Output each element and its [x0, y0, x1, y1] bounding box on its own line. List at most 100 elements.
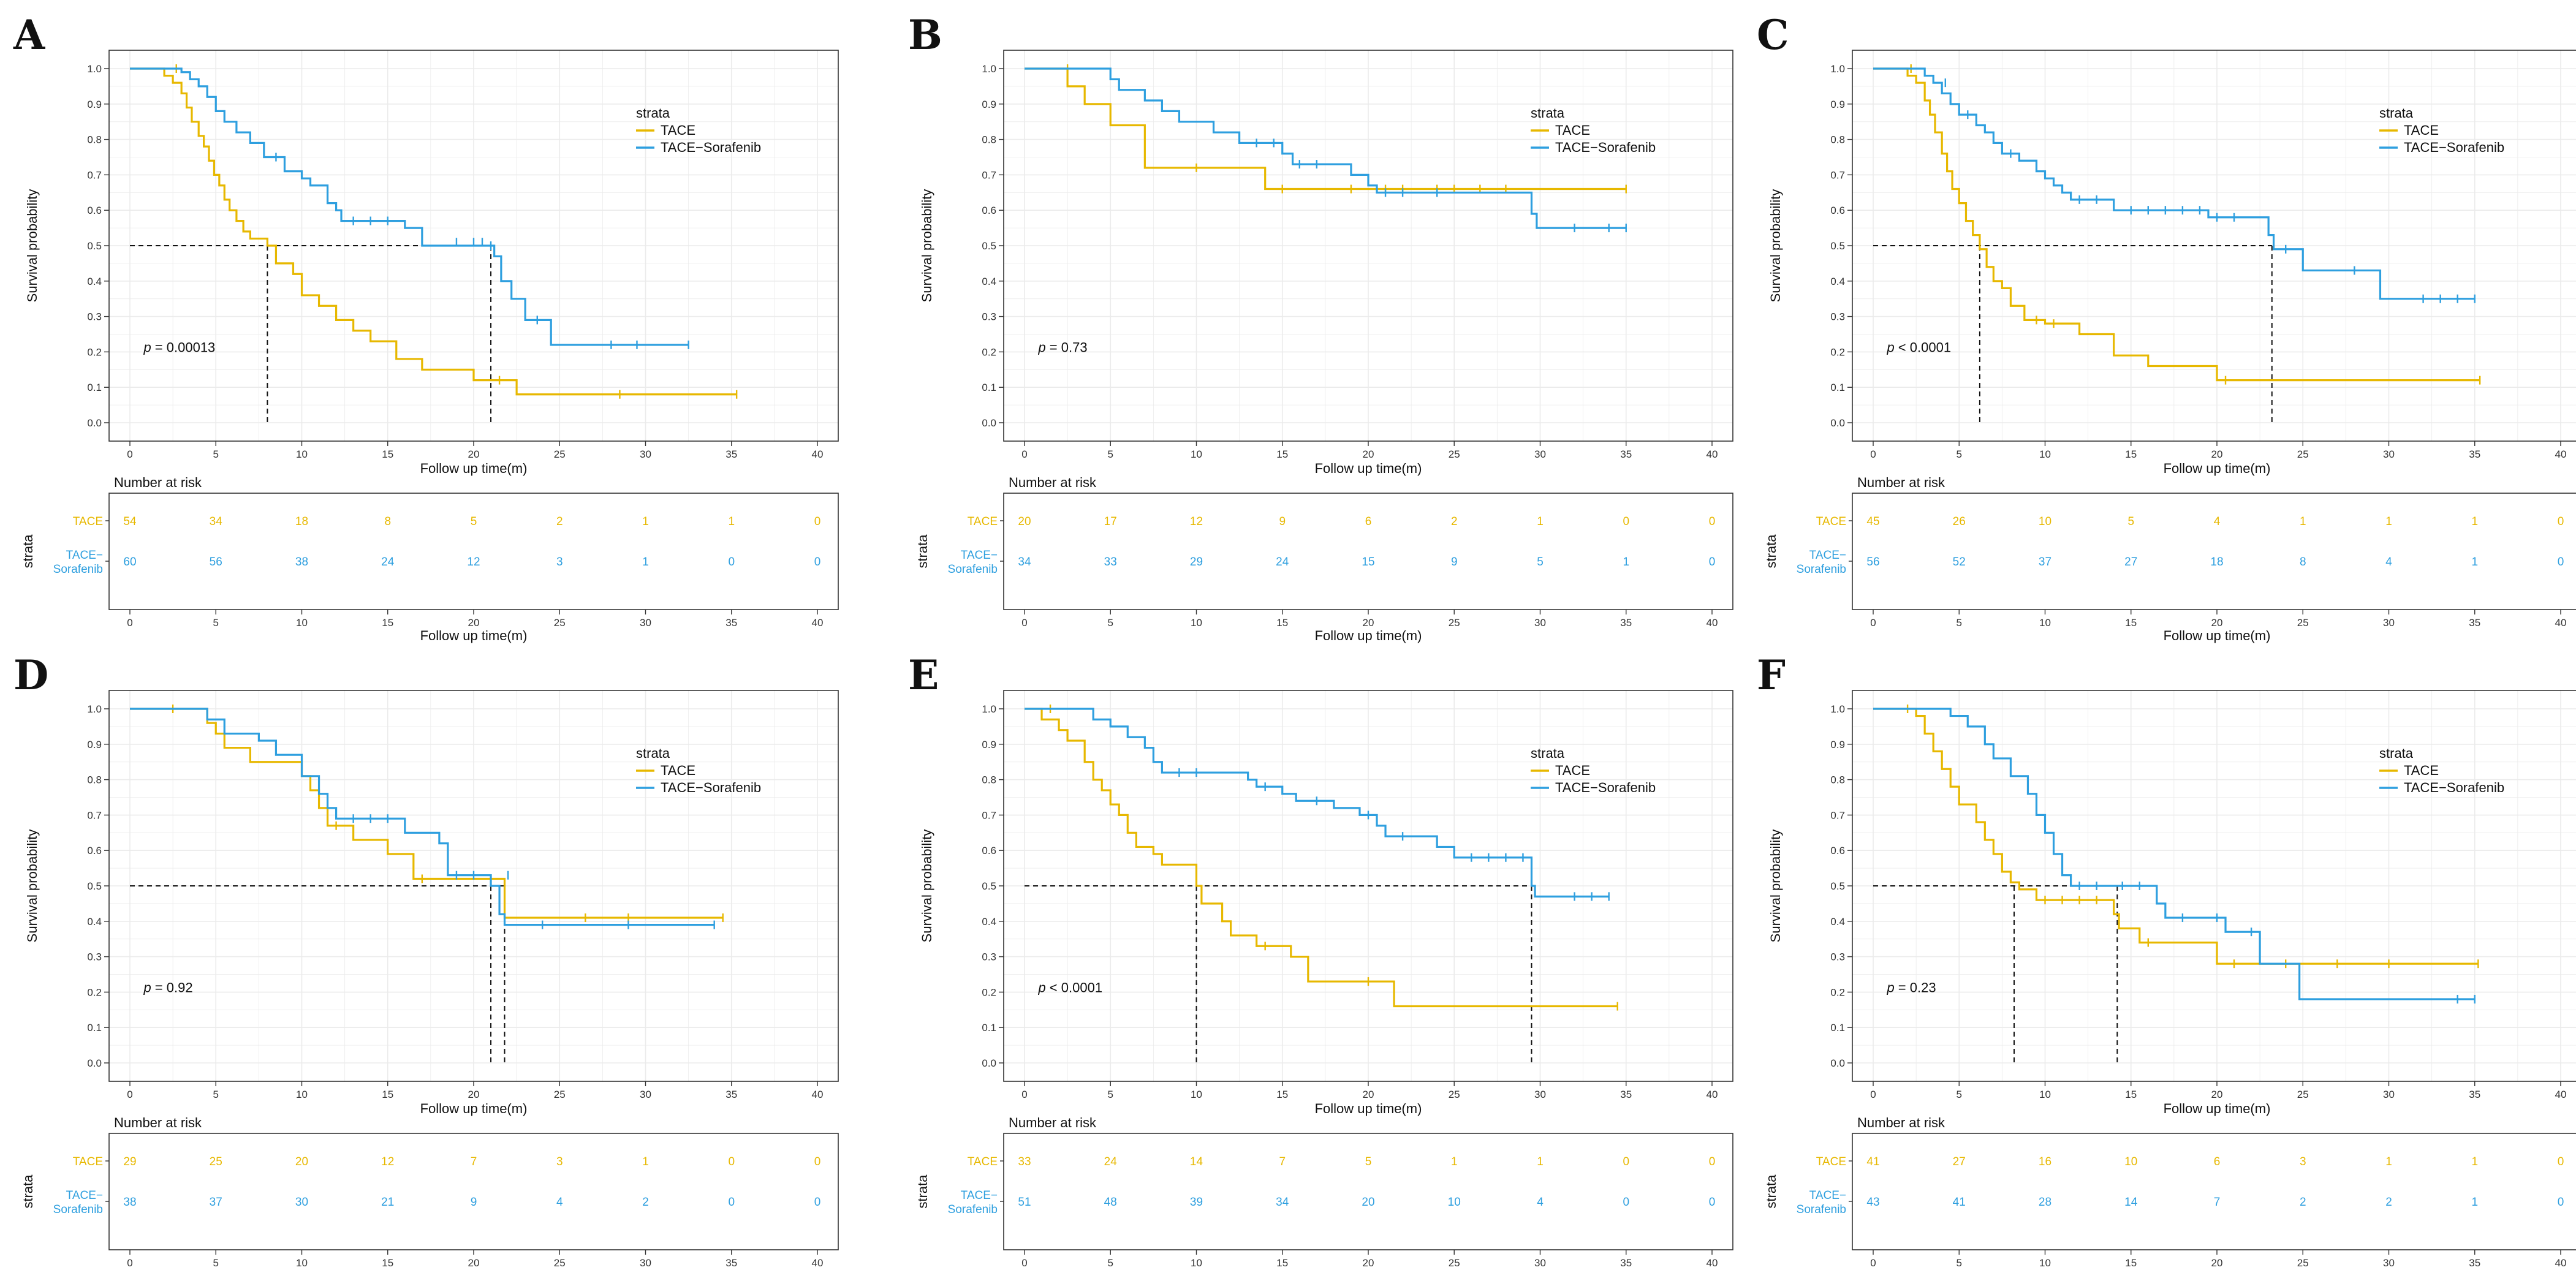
y-tick-label: 0.4 — [982, 916, 996, 928]
risk-x-axis-title: Follow up time(m) — [1315, 1268, 1422, 1270]
risk-count: 48 — [1104, 1196, 1117, 1209]
risk-count: 0 — [814, 1196, 821, 1209]
x-tick-label: 15 — [1276, 1089, 1288, 1100]
x-tick-label: 30 — [640, 448, 651, 460]
y-tick-label: 0.1 — [87, 382, 102, 393]
x-tick-label: 40 — [812, 1089, 824, 1100]
x-tick-label: 20 — [468, 1089, 480, 1100]
risk-count: 5 — [1365, 1155, 1372, 1168]
x-axis-title: Follow up time(m) — [1315, 1101, 1422, 1116]
y-tick-label: 0.9 — [87, 99, 102, 110]
risk-x-tick-label: 35 — [2469, 1257, 2480, 1269]
risk-table-frame — [108, 493, 839, 610]
panel-letter: C — [1757, 11, 1789, 59]
risk-count: 21 — [381, 1196, 394, 1209]
risk-x-tick-label: 30 — [1534, 1257, 1546, 1269]
risk-table-frame — [1852, 1133, 2576, 1250]
risk-count: 2 — [1451, 515, 1458, 528]
x-tick-label: 25 — [2297, 448, 2309, 460]
risk-x-tick-label: 40 — [2555, 1257, 2567, 1269]
y-axis-title: Survival probability — [919, 830, 934, 943]
risk-x-tick-label: 20 — [1363, 617, 1374, 629]
y-tick-label: 0.0 — [982, 417, 996, 429]
risk-x-tick-label: 15 — [2125, 1257, 2137, 1269]
y-tick-label: 0.0 — [87, 417, 102, 429]
risk-table-title: Number at risk — [1857, 1115, 1945, 1130]
risk-count: 20 — [295, 1155, 308, 1168]
risk-count: 1 — [2300, 515, 2306, 528]
legend-title: strata — [2379, 105, 2414, 121]
risk-x-tick-label: 30 — [640, 1257, 651, 1269]
survival-curve-tace-sorafenib — [1873, 708, 2475, 1000]
risk-table-title: Number at risk — [1857, 475, 1945, 490]
y-tick-label: 0.8 — [982, 774, 996, 786]
risk-count: 8 — [384, 515, 391, 528]
x-tick-label: 10 — [296, 448, 308, 460]
survival-curve-tace — [1873, 708, 2479, 965]
risk-count: 0 — [1623, 1196, 1629, 1209]
risk-count: 18 — [295, 515, 308, 528]
risk-count: 37 — [210, 1196, 222, 1209]
risk-x-axis-title: Follow up time(m) — [2164, 628, 2271, 643]
risk-x-tick-label: 20 — [468, 617, 480, 629]
x-tick-label: 5 — [213, 1089, 219, 1100]
risk-x-tick-label: 35 — [725, 1257, 737, 1269]
risk-row-label: Sorafenib — [53, 1203, 103, 1216]
legend-label: TACE−Sorafenib — [1555, 780, 1656, 795]
legend-label: TACE — [1555, 763, 1590, 778]
x-tick-label: 40 — [812, 448, 824, 460]
y-tick-label: 0.6 — [87, 845, 102, 856]
x-tick-label: 15 — [382, 1089, 393, 1100]
risk-x-tick-label: 5 — [1108, 1257, 1113, 1269]
risk-count: 1 — [642, 1155, 649, 1168]
y-tick-label: 0.3 — [982, 311, 996, 323]
p-value: p = 0.23 — [1886, 980, 1936, 995]
risk-count: 4 — [2214, 515, 2221, 528]
x-tick-label: 30 — [640, 1089, 651, 1100]
risk-count: 2 — [556, 515, 563, 528]
risk-x-tick-label: 5 — [213, 617, 219, 629]
panel-letter: B — [908, 11, 942, 59]
x-tick-label: 25 — [554, 1089, 566, 1100]
risk-count: 18 — [2210, 556, 2223, 569]
risk-count: 30 — [295, 1196, 308, 1209]
legend-label: TACE — [661, 763, 695, 778]
risk-count: 0 — [2558, 515, 2564, 528]
risk-count: 17 — [1104, 515, 1117, 528]
survival-curve-tace — [1025, 708, 1618, 1008]
risk-count: 24 — [1276, 556, 1289, 569]
y-tick-label: 0.3 — [1830, 951, 1845, 963]
y-tick-label: 0.3 — [982, 951, 996, 963]
risk-count: 38 — [123, 1196, 136, 1209]
p-value: p = 0.00013 — [143, 339, 215, 355]
x-axis-title: Follow up time(m) — [420, 1101, 528, 1116]
risk-strata-axis: strata — [20, 534, 36, 569]
legend-label: TACE−Sorafenib — [2404, 140, 2504, 155]
risk-count: 20 — [1362, 1196, 1374, 1209]
p-value: p < 0.0001 — [1037, 980, 1102, 995]
risk-x-tick-label: 0 — [1021, 617, 1027, 629]
y-tick-label: 0.4 — [1830, 916, 1845, 928]
panel-A: A0.00.10.20.30.40.50.60.70.80.91.00 5 10 15… — [13, 11, 839, 643]
risk-count: 54 — [123, 515, 137, 528]
x-tick-label: 10 — [2039, 1089, 2051, 1100]
risk-count: 41 — [1866, 1155, 1879, 1168]
y-tick-label: 0.3 — [87, 951, 102, 963]
risk-count: 4 — [2385, 556, 2392, 569]
risk-count: 1 — [2471, 556, 2478, 569]
risk-row-label: TACE− — [961, 549, 998, 562]
y-tick-label: 0.2 — [982, 986, 996, 998]
risk-count: 24 — [1104, 1155, 1118, 1168]
legend-title: strata — [636, 105, 670, 121]
risk-count: 12 — [381, 1155, 394, 1168]
x-tick-label: 40 — [1707, 448, 1718, 460]
x-tick-label: 15 — [1276, 448, 1288, 460]
risk-count: 0 — [814, 556, 821, 569]
risk-x-tick-label: 20 — [1363, 1257, 1374, 1269]
risk-count: 34 — [210, 515, 223, 528]
x-tick-label: 5 — [213, 448, 219, 460]
x-tick-label: 0 — [1870, 448, 1876, 460]
risk-x-tick-label: 15 — [2125, 617, 2137, 629]
risk-count: 0 — [728, 1196, 735, 1209]
risk-x-tick-label: 10 — [2039, 1257, 2051, 1269]
